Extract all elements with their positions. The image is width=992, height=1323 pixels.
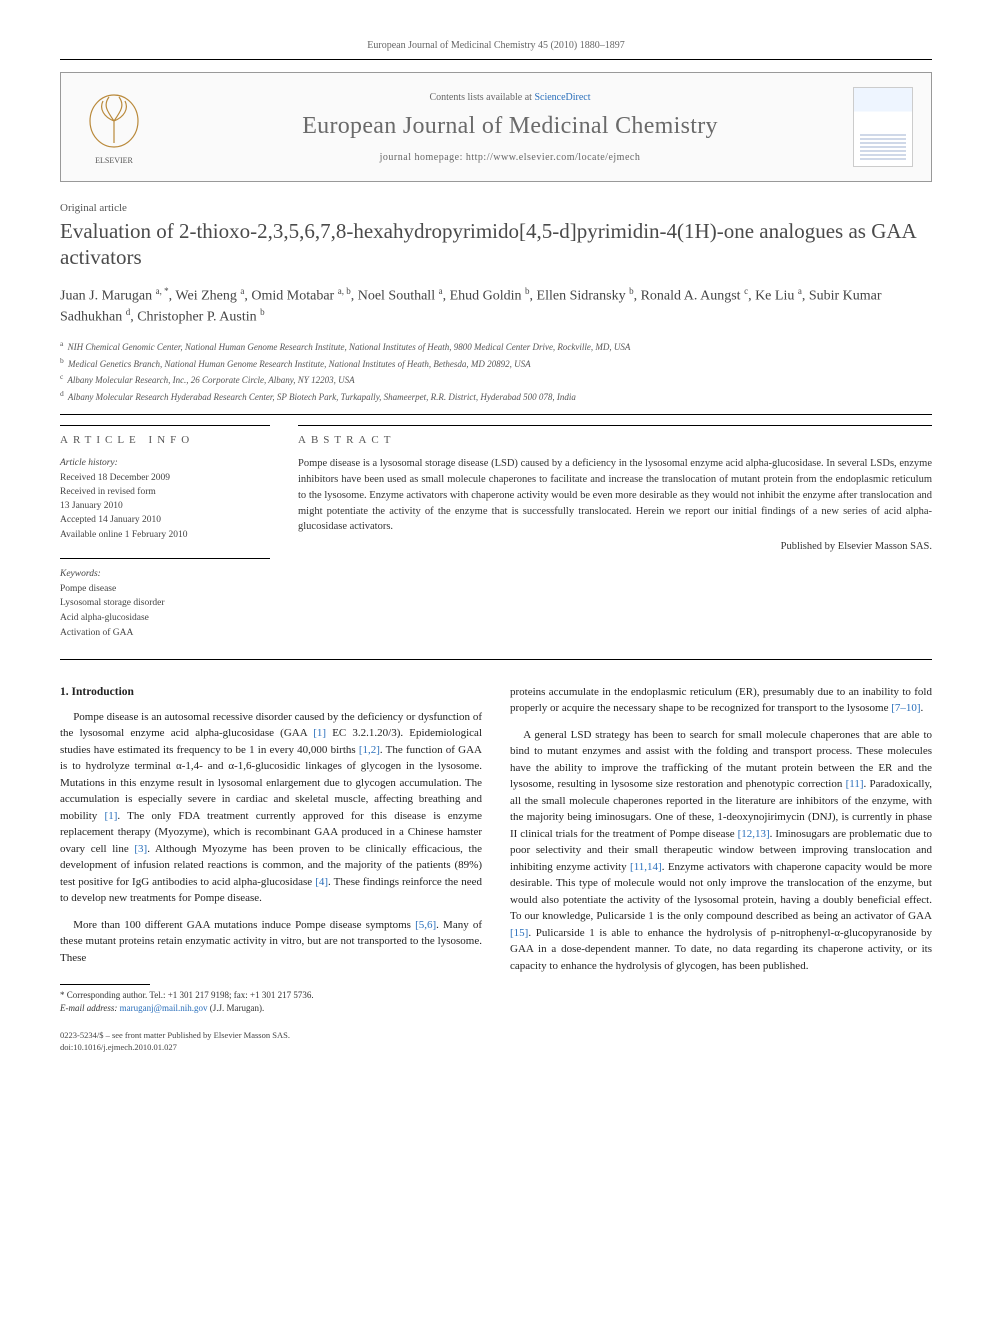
email-label: E-mail address: — [60, 1003, 120, 1013]
citation-link[interactable]: [7–10] — [891, 702, 920, 714]
footnote-line-2: E-mail address: maruganj@mail.nih.gov (J… — [60, 1002, 482, 1015]
body-columns: 1. Introduction Pompe disease is an auto… — [60, 684, 932, 1015]
citation-link[interactable]: [12,13] — [738, 828, 770, 840]
citation-link[interactable]: [11] — [846, 778, 864, 790]
keyword-line: Pompe disease — [60, 582, 270, 597]
citation-link[interactable]: [15] — [510, 927, 528, 939]
citation-link[interactable]: [1,2] — [359, 744, 380, 756]
top-rule — [60, 59, 932, 60]
corresponding-email-link[interactable]: maruganj@mail.nih.gov — [120, 1003, 208, 1013]
journal-homepage-line: journal homepage: http://www.elsevier.co… — [167, 152, 853, 163]
article-history: Article history: Received 18 December 20… — [60, 456, 270, 542]
article-info-column: ARTICLE INFO Article history: Received 1… — [60, 425, 270, 640]
abstract-heading: ABSTRACT — [298, 434, 932, 446]
footnote-rule — [60, 984, 150, 985]
abstract-publisher-line: Published by Elsevier Masson SAS. — [298, 541, 932, 552]
body-paragraph: proteins accumulate in the endoplasmic r… — [510, 684, 932, 717]
homepage-url: http://www.elsevier.com/locate/ejmech — [466, 152, 640, 163]
rule-keywords — [60, 558, 270, 559]
affiliation-line: a NIH Chemical Genomic Center, National … — [60, 338, 932, 355]
history-line: Received in revised form — [60, 485, 270, 499]
section-heading-introduction: 1. Introduction — [60, 684, 482, 701]
elsevier-logo-icon: ELSEVIER — [79, 87, 149, 167]
citation-link[interactable]: [4] — [315, 876, 328, 888]
affiliation-line: d Albany Molecular Research Hyderabad Re… — [60, 388, 932, 405]
copyright-line-1: 0223-5234/$ – see front matter Published… — [60, 1030, 932, 1042]
homepage-prefix: journal homepage: — [380, 152, 466, 163]
footnote-line-1: * Corresponding author. Tel.: +1 301 217… — [60, 989, 482, 1002]
affiliation-line: b Medical Genetics Branch, National Huma… — [60, 355, 932, 372]
affiliation-list: a NIH Chemical Genomic Center, National … — [60, 338, 932, 404]
history-line: Available online 1 February 2010 — [60, 528, 270, 542]
sciencedirect-link[interactable]: ScienceDirect — [534, 92, 590, 103]
running-header: European Journal of Medicinal Chemistry … — [60, 40, 932, 51]
keyword-line: Activation of GAA — [60, 626, 270, 641]
email-tail: (J.J. Marugan). — [207, 1003, 264, 1013]
keywords-label: Keywords: — [60, 567, 270, 582]
citation-link[interactable]: [3] — [134, 843, 147, 855]
body-paragraph: A general LSD strategy has been to searc… — [510, 727, 932, 975]
article-info-heading: ARTICLE INFO — [60, 434, 270, 446]
rule-above-info — [60, 414, 932, 415]
author-list: Juan J. Marugan a, *, Wei Zheng a, Omid … — [60, 285, 932, 329]
body-paragraph: More than 100 different GAA mutations in… — [60, 917, 482, 967]
citation-link[interactable]: [1] — [105, 810, 118, 822]
keyword-line: Lysosomal storage disorder — [60, 596, 270, 611]
copyright-block: 0223-5234/$ – see front matter Published… — [60, 1030, 932, 1054]
citation-link[interactable]: [11,14] — [630, 861, 662, 873]
article-info-row: ARTICLE INFO Article history: Received 1… — [60, 425, 932, 640]
body-paragraph: Pompe disease is an autosomal recessive … — [60, 709, 482, 907]
rule-below-abstract — [60, 659, 932, 660]
contents-available-line: Contents lists available at ScienceDirec… — [167, 92, 853, 103]
body-column-right: proteins accumulate in the endoplasmic r… — [510, 684, 932, 1015]
contents-prefix: Contents lists available at — [429, 92, 534, 103]
publisher-label: ELSEVIER — [95, 156, 133, 165]
corresponding-author-footnote: * Corresponding author. Tel.: +1 301 217… — [60, 989, 482, 1014]
journal-name: European Journal of Medicinal Chemistry — [167, 113, 853, 140]
history-line: Accepted 14 January 2010 — [60, 513, 270, 527]
banner-center: Contents lists available at ScienceDirec… — [167, 92, 853, 163]
keyword-line: Acid alpha-glucosidase — [60, 611, 270, 626]
journal-banner: ELSEVIER Contents lists available at Sci… — [60, 72, 932, 182]
article-history-label: Article history: — [60, 456, 270, 470]
journal-cover-thumbnail-icon — [853, 87, 913, 167]
citation-link[interactable]: [5,6] — [415, 919, 436, 931]
history-line: Received 18 December 2009 — [60, 471, 270, 485]
history-line: 13 January 2010 — [60, 499, 270, 513]
article-title: Evaluation of 2-thioxo-2,3,5,6,7,8-hexah… — [60, 218, 932, 271]
citation-link[interactable]: [1] — [313, 727, 326, 739]
body-column-left: 1. Introduction Pompe disease is an auto… — [60, 684, 482, 1015]
doi-line: doi:10.1016/j.ejmech.2010.01.027 — [60, 1042, 932, 1054]
article-type: Original article — [60, 202, 932, 214]
keywords-block: Keywords: Pompe diseaseLysosomal storage… — [60, 567, 270, 641]
affiliation-line: c Albany Molecular Research, Inc., 26 Co… — [60, 371, 932, 388]
abstract-column: ABSTRACT Pompe disease is a lysosomal st… — [298, 425, 932, 640]
abstract-text: Pompe disease is a lysosomal storage dis… — [298, 456, 932, 535]
